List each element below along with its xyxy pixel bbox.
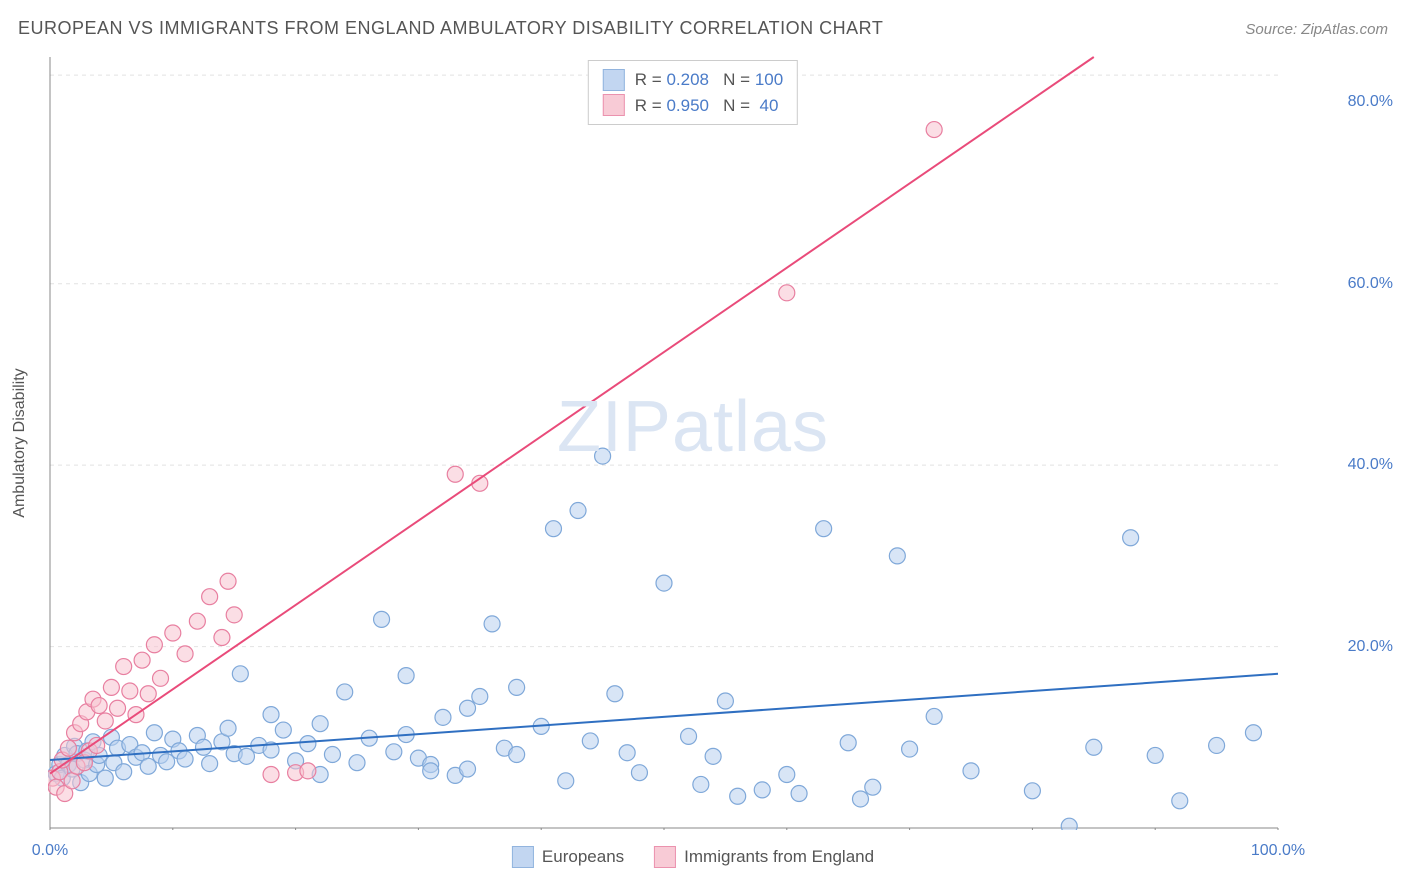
- legend-correlation: R = 0.208 N = 100R = 0.950 N = 40: [588, 60, 798, 125]
- chart-area: Ambulatory Disability ZIPatlas R = 0.208…: [48, 55, 1338, 830]
- y-tick-label: 40.0%: [1348, 456, 1393, 474]
- y-tick-label: 60.0%: [1348, 275, 1393, 293]
- chart-title: EUROPEAN VS IMMIGRANTS FROM ENGLAND AMBU…: [18, 18, 883, 39]
- legend-series-label: Immigrants from England: [684, 847, 874, 867]
- legend-swatch: [603, 69, 625, 91]
- legend-swatch: [654, 846, 676, 868]
- legend-series-item: Europeans: [512, 846, 624, 868]
- y-axis-label: Ambulatory Disability: [11, 368, 29, 517]
- y-tick-label: 20.0%: [1348, 638, 1393, 656]
- x-tick-label: 100.0%: [1251, 842, 1305, 860]
- source-label: Source:: [1245, 21, 1297, 38]
- legend-series-item: Immigrants from England: [654, 846, 874, 868]
- legend-row: R = 0.950 N = 40: [603, 93, 783, 119]
- legend-stats: R = 0.950 N = 40: [635, 93, 779, 119]
- legend-series: Europeans Immigrants from England: [512, 846, 874, 868]
- legend-series-label: Europeans: [542, 847, 624, 867]
- chart-header: EUROPEAN VS IMMIGRANTS FROM ENGLAND AMBU…: [18, 18, 1388, 39]
- source-value: ZipAtlas.com: [1301, 21, 1388, 38]
- legend-row: R = 0.208 N = 100: [603, 67, 783, 93]
- source-attribution: Source: ZipAtlas.com: [1245, 21, 1388, 38]
- scatter-plot: [48, 55, 1338, 830]
- x-tick-label: 0.0%: [32, 842, 68, 860]
- legend-swatch: [603, 94, 625, 116]
- legend-swatch: [512, 846, 534, 868]
- y-tick-label: 80.0%: [1348, 93, 1393, 111]
- legend-stats: R = 0.208 N = 100: [635, 67, 783, 93]
